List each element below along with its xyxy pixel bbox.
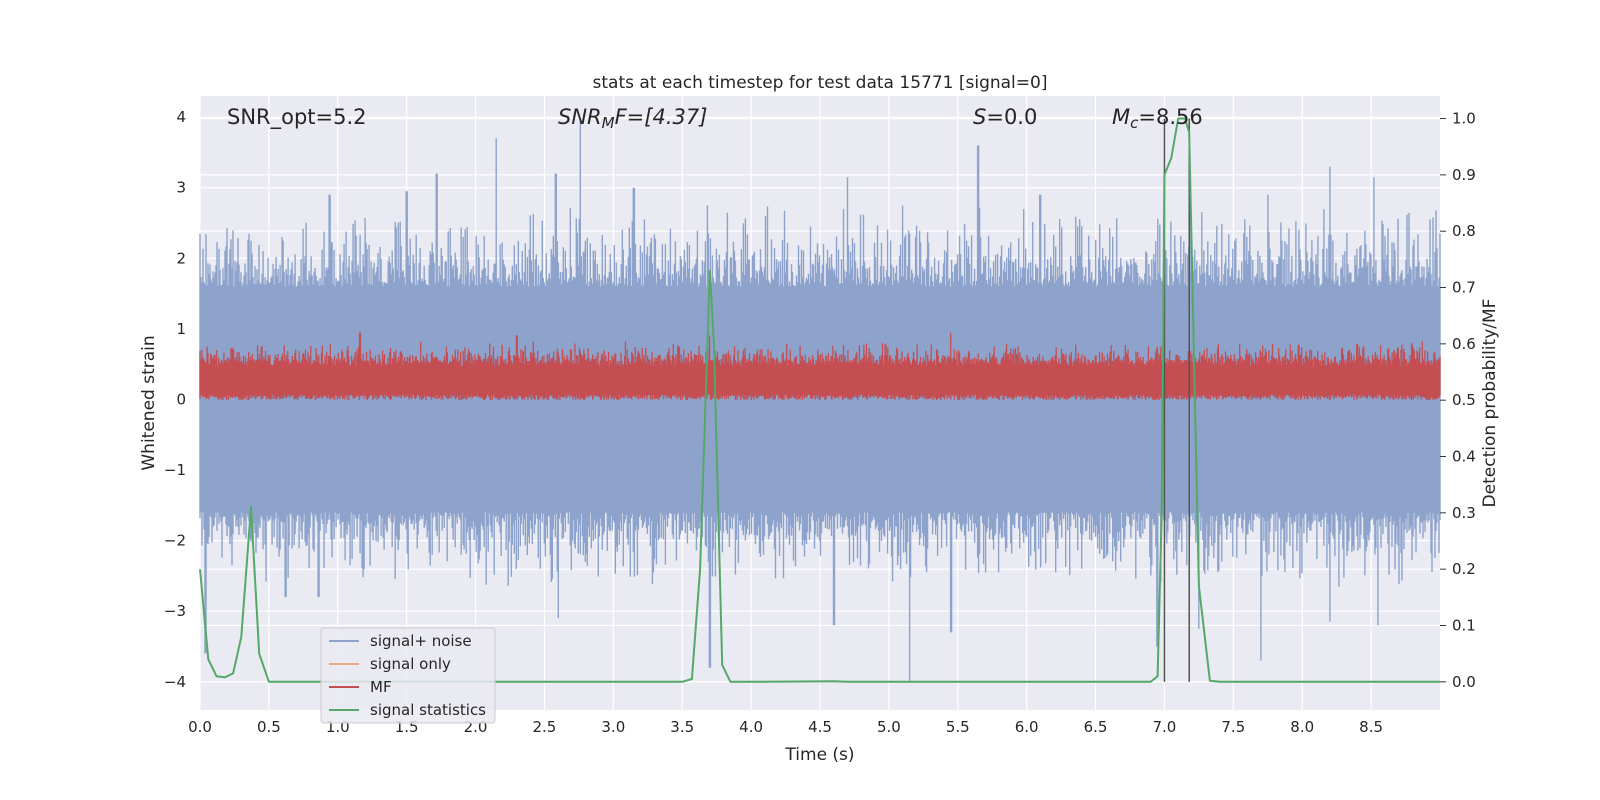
legend-label-signal-noise: signal+ noise [370,632,472,650]
legend-label-mf: MF [370,678,392,696]
y-tick-label: −1 [164,461,186,479]
y-tick-label: 1 [176,320,186,338]
legend-label-signal-statistics: signal statistics [370,701,486,719]
y-right-tick-label: 0.9 [1452,166,1476,184]
y-tick-label: −2 [164,532,186,550]
y-tick-label: −3 [164,602,186,620]
y-tick-label: 2 [176,249,186,267]
annotation-mc: Mc=8.56 [1112,105,1203,132]
y-tick-label: 3 [176,179,186,197]
x-tick-label: 8.5 [1359,718,1383,736]
annotation-snr-mf: SNRMF=[4.37] [558,105,707,132]
x-tick-label: 7.5 [1221,718,1245,736]
x-tick-label: 5.5 [946,718,970,736]
y-right-tick-label: 0.0 [1452,673,1476,691]
x-tick-label: 4.5 [808,718,832,736]
y-right-tick-label: 0.8 [1452,222,1476,240]
x-tick-label: 7.0 [1153,718,1177,736]
chart-title: stats at each timestep for test data 157… [593,73,1048,93]
x-tick-label: 3.5 [670,718,694,736]
y-tick-label: 4 [176,108,186,126]
x-tick-label: 8.0 [1290,718,1314,736]
y-right-tick-label: 0.6 [1452,335,1476,353]
y-axis-right-label: Detection probability/MF [1480,299,1500,508]
x-tick-label: 0.0 [188,718,212,736]
x-tick-label: 6.5 [1084,718,1108,736]
y-tick-label: −4 [164,673,186,691]
annotation-snr-opt: SNR_opt=5.2 [227,105,367,130]
y-right-tick-label: 0.3 [1452,504,1476,522]
y-tick-label: 0 [176,390,186,408]
x-tick-label: 5.0 [877,718,901,736]
y-right-tick-label: 0.2 [1452,560,1476,578]
legend-label-signal-only: signal only [370,655,451,673]
x-tick-label: 3.0 [601,718,625,736]
legend: signal+ noise signal only MF signal stat… [320,627,496,724]
x-tick-label: 6.0 [1015,718,1039,736]
legend-box [320,627,496,724]
x-tick-label: 4.0 [739,718,763,736]
y-right-tick-label: 0.4 [1452,448,1476,466]
x-tick-label: 2.5 [533,718,557,736]
signal-statistics-series [199,117,1440,683]
y-right-tick-label: 0.1 [1452,617,1476,635]
x-tick-label: 0.5 [257,718,281,736]
x-axis-label: Time (s) [784,745,854,765]
y-right-tick-label: 0.5 [1452,391,1476,409]
y-axis-label: Whitened strain [139,335,159,470]
annotation-s: S=0.0 [973,105,1037,129]
y-right-tick-label: 1.0 [1452,110,1476,128]
y-right-tick-label: 0.7 [1452,279,1476,297]
signal-statistics-line [199,117,1440,683]
